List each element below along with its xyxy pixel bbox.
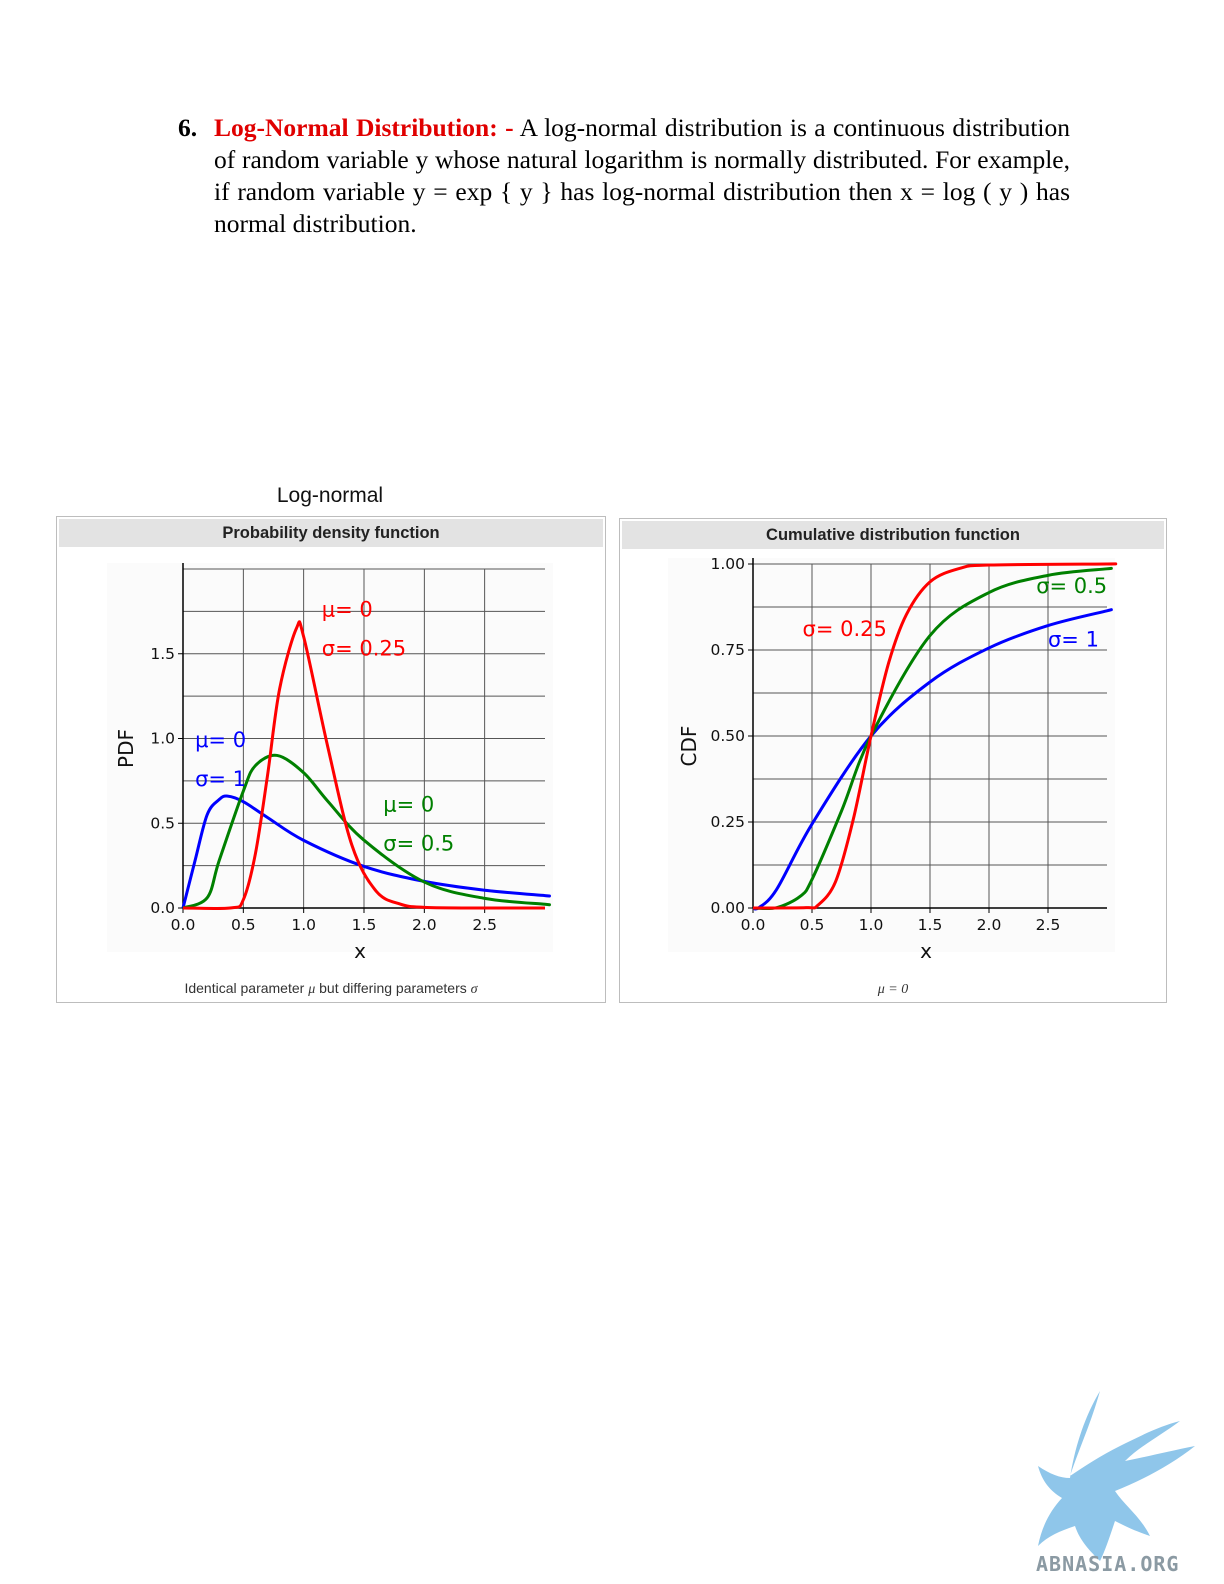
y-tick-label: 0.0 <box>150 899 175 917</box>
x-tick-label: 0.5 <box>800 916 825 934</box>
pdf-caption-middle: but differing parameters <box>315 980 471 996</box>
x-tick-label: 1.0 <box>859 916 884 934</box>
series-label: σ= 0.25 <box>322 636 406 660</box>
cdf-panel: Cumulative distribution function 0.0 0.5 1… <box>619 518 1167 1003</box>
pdf-panel: Probability density function 0.0 0.5 1.0 1.… <box>56 516 606 1003</box>
term-heading: Log-Normal Distribution: - <box>214 113 514 142</box>
y-tick-label: 0.00 <box>710 899 745 917</box>
pdf-caption-sigma: σ <box>470 982 478 997</box>
y-axis-label: PDF <box>114 729 138 768</box>
pdf-chart: 0.0 0.5 1.0 1.5 2.0 2.5 0.0 0.5 1.0 1.5 x PDF μ= 0 σ=… <box>107 563 553 963</box>
y-axis-label: CDF <box>677 726 701 767</box>
cdf-caption-mu: μ = 0 <box>877 982 909 997</box>
item-number: 6. <box>178 113 198 142</box>
series-line <box>181 794 551 909</box>
series-label: μ= 0 <box>383 792 434 816</box>
x-tick-label: 2.0 <box>412 916 437 934</box>
y-tick-label: 0.75 <box>710 641 745 659</box>
y-tick-label: 1.00 <box>710 555 745 573</box>
x-tick-label: 2.0 <box>977 916 1002 934</box>
plot-background <box>668 558 1115 952</box>
x-tick-label: 0.0 <box>171 916 196 934</box>
pdf-panel-caption: Identical parameter μ but differing para… <box>57 980 605 998</box>
x-tick-label: 1.0 <box>291 916 316 934</box>
series-line <box>182 620 546 910</box>
series-line <box>752 608 1113 911</box>
cdf-chart: 0.0 0.5 1.0 1.5 2.0 2.5 0.00 0.25 0.50 0.75 1.00 x C… <box>668 555 1118 963</box>
x-tick-label: 2.5 <box>472 916 497 934</box>
definition-text: A log-normal distribution is a continuou… <box>214 113 1070 238</box>
series-label: σ= 1 <box>195 767 246 791</box>
series-label: σ= 0.5 <box>1036 574 1107 598</box>
series-label: σ= 1 <box>1048 628 1099 652</box>
y-tick-label: 1.0 <box>150 730 175 748</box>
series-line <box>182 753 551 910</box>
x-tick-label: 1.5 <box>352 916 377 934</box>
x-tick-label: 2.5 <box>1036 916 1061 934</box>
series-label: μ= 0 <box>322 597 373 621</box>
abnasia-logo <box>1038 1391 1195 1561</box>
definition-body: Log-Normal Distribution: - A log-normal … <box>214 112 1070 240</box>
cdf-panel-strip-title: Cumulative distribution function <box>622 521 1164 549</box>
series-line <box>752 562 1118 910</box>
series-label: μ= 0 <box>195 728 246 752</box>
series-label: σ= 0.5 <box>383 831 454 855</box>
series-label: σ= 0.25 <box>803 617 887 641</box>
y-tick-label: 0.5 <box>150 814 175 832</box>
pdf-panel-strip-title: Probability density function <box>59 519 603 547</box>
x-tick-label: 0.5 <box>231 916 256 934</box>
y-tick-label: 1.5 <box>150 645 175 663</box>
y-tick-label: 0.50 <box>710 727 745 745</box>
definition-paragraph: 6. Log-Normal Distribution: - A log-norm… <box>178 112 1070 240</box>
y-tick-label: 0.25 <box>710 813 745 831</box>
pdf-caption-prefix: Identical parameter <box>184 980 309 996</box>
x-axis-label: x <box>354 939 366 963</box>
logo-wing <box>1038 1391 1195 1561</box>
x-axis-label: x <box>920 939 932 963</box>
x-tick-label: 0.0 <box>741 916 766 934</box>
figure-title: Log-normal <box>276 484 384 507</box>
x-tick-label: 1.5 <box>918 916 943 934</box>
pdf-caption-mu: μ <box>308 982 316 997</box>
watermark-text: ABNASIA.ORG <box>1036 1552 1180 1576</box>
cdf-panel-caption: μ = 0 <box>620 980 1166 998</box>
